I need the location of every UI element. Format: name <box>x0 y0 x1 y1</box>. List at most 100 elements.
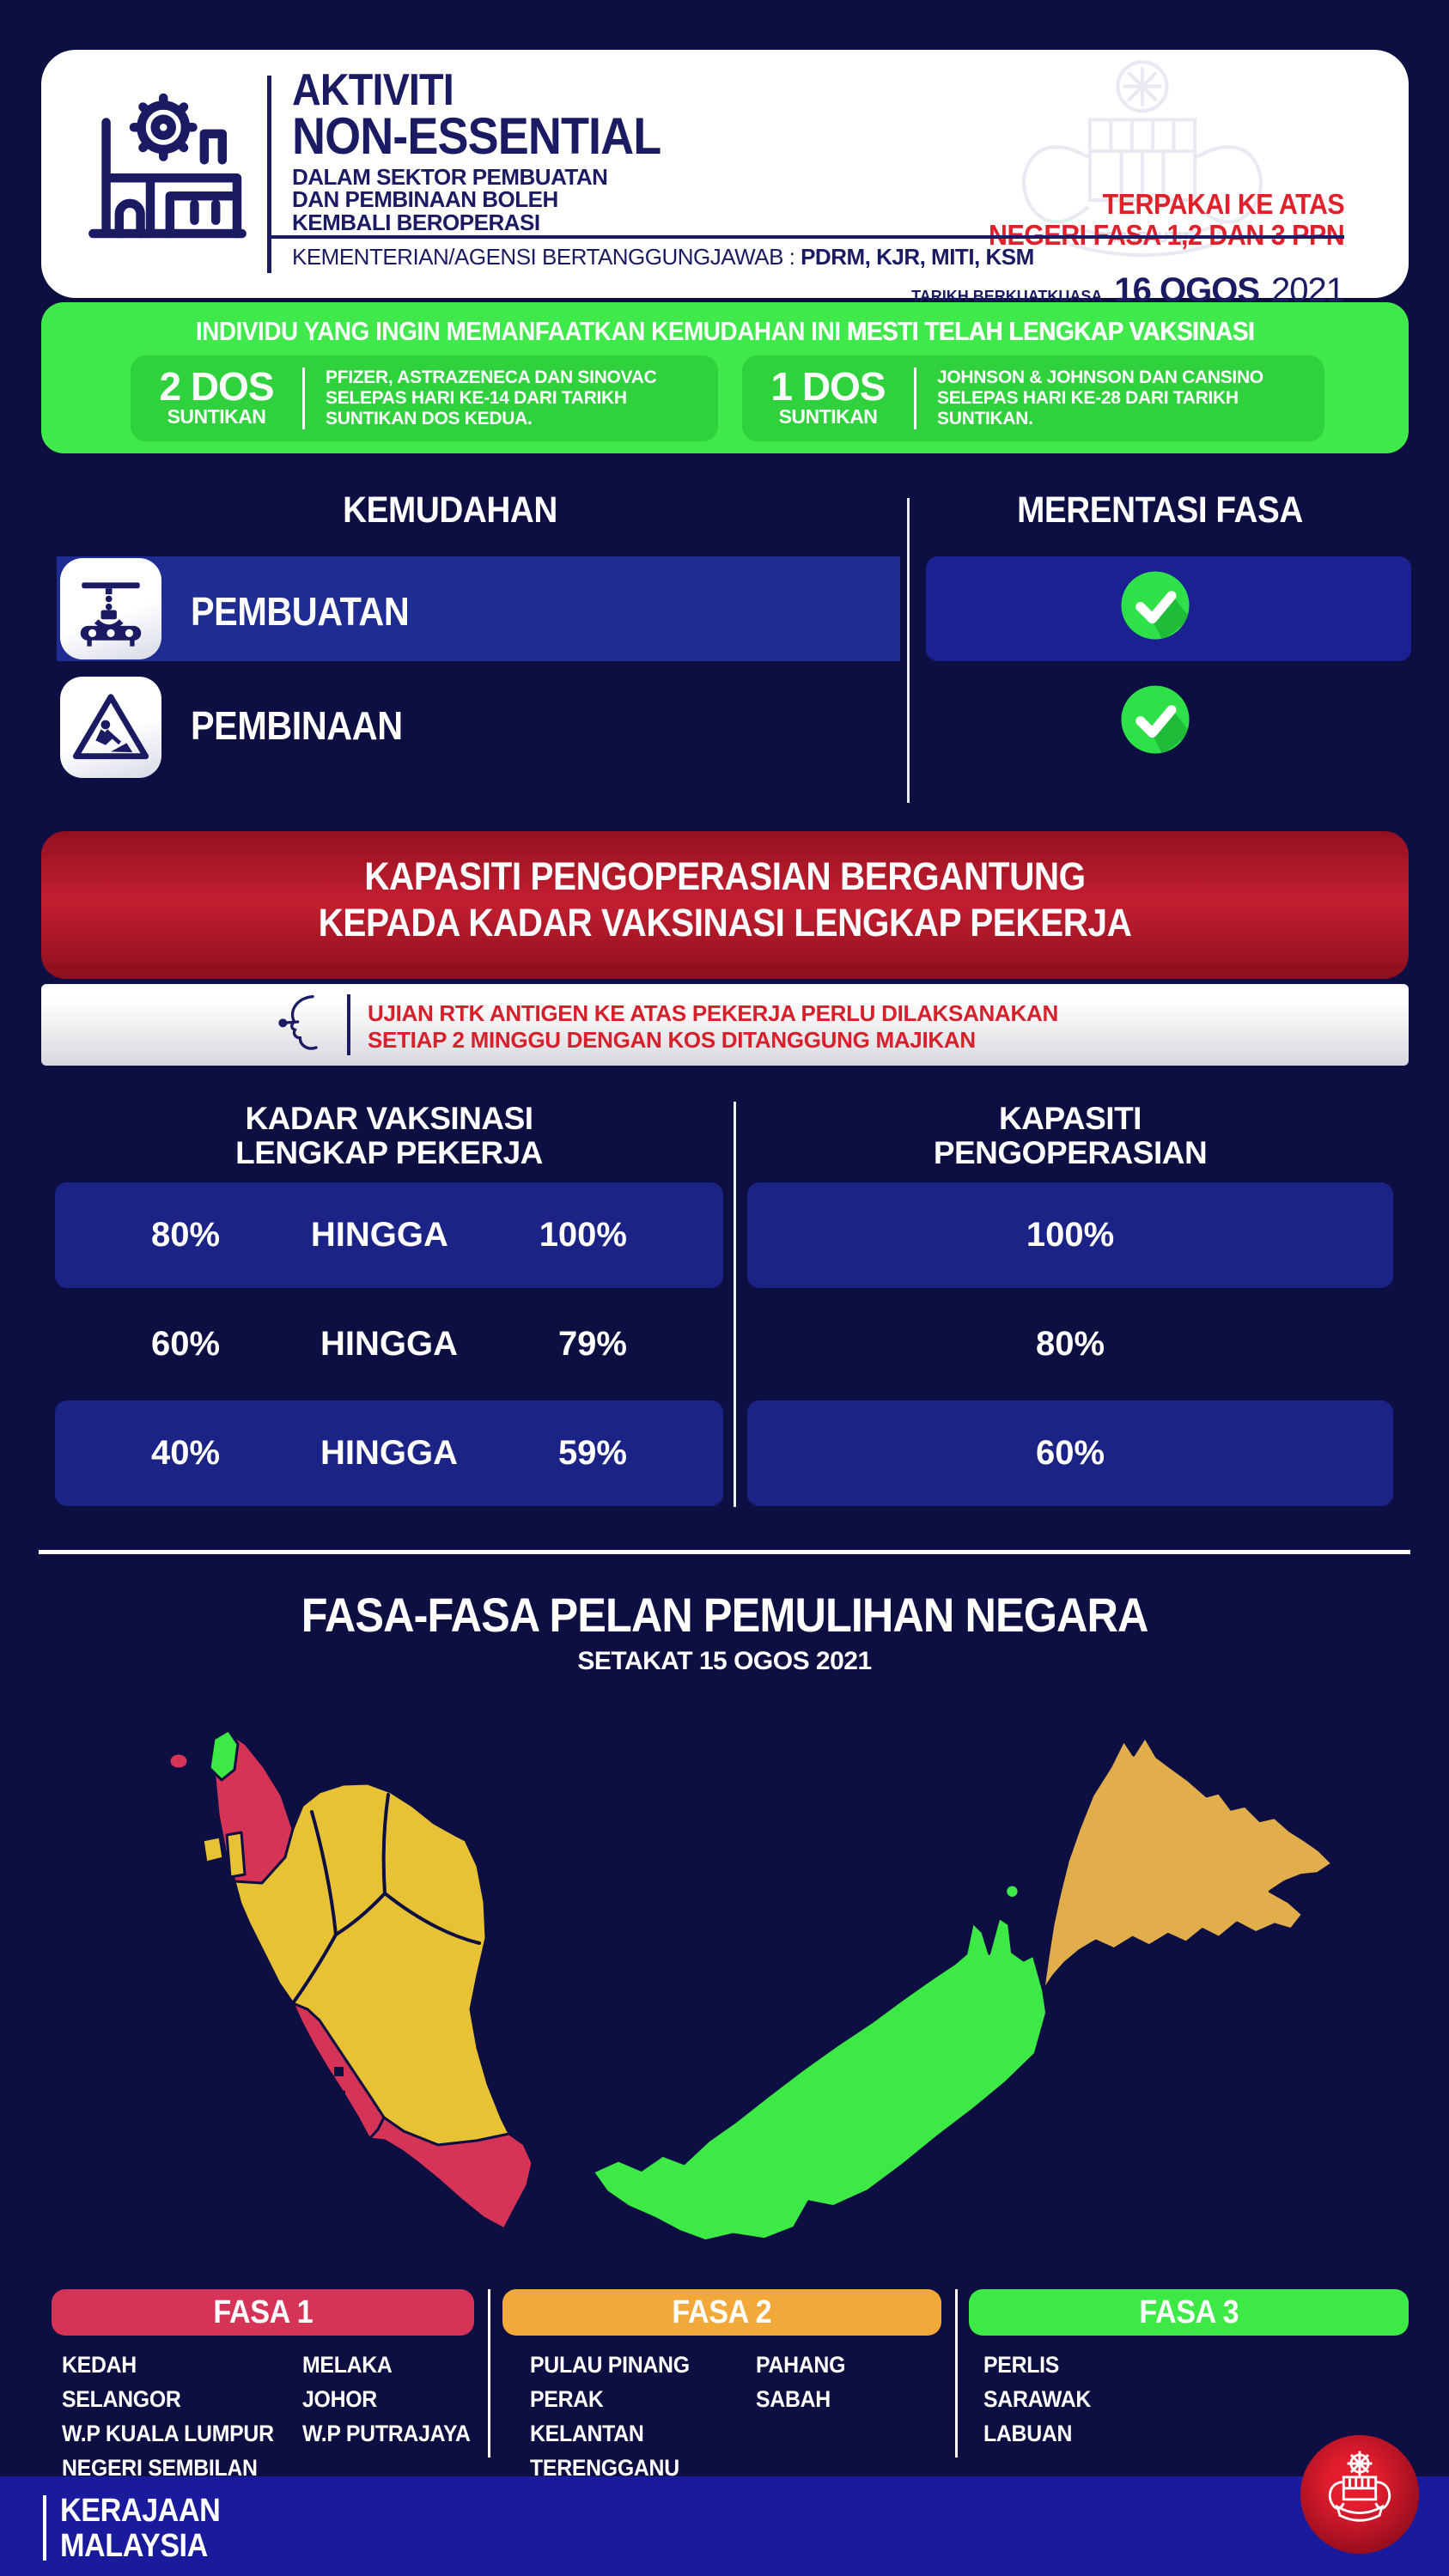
capacity-value: 100% <box>1026 1216 1115 1254</box>
facility-label: PEMBINAAN <box>191 703 403 748</box>
column-header-facility: KEMUDAHAN <box>343 489 557 531</box>
state-item: SARAWAK <box>983 2386 1092 2412</box>
legend-divider <box>488 2289 490 2458</box>
vaccination-heading-normal: INDIVIDU YANG INGIN MEMANFAATKAN KEMUDAH… <box>195 316 847 346</box>
ministry-value: PDRM, KJR, MITI, KSM <box>801 244 1034 270</box>
legend-fasa1-label: FASA 1 <box>213 2293 313 2330</box>
legend-fasa1-bar: FASA 1 <box>52 2289 474 2336</box>
page-title-line1: AKTIVITI <box>292 65 454 115</box>
facility-label: PEMBUATAN <box>191 589 410 634</box>
vaccination-banner: INDIVIDU YANG INGIN MEMANFAATKAN KEMUDAH… <box>41 302 1409 453</box>
header-card: PERSEKUTU AKTIVITI NON-ESSENTIAL DALAM S… <box>41 50 1409 309</box>
capacity-column-divider <box>734 1102 736 1507</box>
state-item: W.P KUALA LUMPUR <box>62 2421 274 2446</box>
rtk-divider <box>347 994 350 1055</box>
facility-row-highlight <box>57 556 900 661</box>
capacity-value: 60% <box>1035 1434 1105 1472</box>
operating-capacity-value: 80% <box>747 1291 1393 1397</box>
dose-count: 2 DOS SUNTIKAN <box>131 363 302 429</box>
rtk-note-bar: UJIAN RTK ANTIGEN KE ATAS PEKERJA PERLU … <box>41 984 1409 1066</box>
state-item: PERAK <box>530 2386 604 2412</box>
fasa3-states-col1: PERLIS SARAWAK LABUAN <box>983 2348 1100 2451</box>
phases-title: FASA-FASA PELAN PEMULIHAN NEGARA <box>0 1587 1449 1643</box>
rtk-line2: SETIAP 2 MINGGU DENGAN KOS DITANGGUNG MA… <box>368 1026 976 1053</box>
state-item: LABUAN <box>983 2421 1073 2446</box>
fasa1-states-col1: KEDAH SELANGOR W.P KUALA LUMPUR NEGERI S… <box>62 2348 292 2485</box>
range-from: 80% <box>151 1216 221 1254</box>
range-from: 60% <box>151 1325 221 1363</box>
effective-date-label: TARIKH BERKUATKUASA <box>911 288 1103 305</box>
map-state-johor <box>368 2116 534 2231</box>
state-item: KELANTAN <box>530 2421 644 2446</box>
phases-title-text: FASA-FASA PELAN PEMULIHAN NEGARA <box>301 1588 1149 1642</box>
dose-description: JOHNSON & JOHNSON DAN CANSINO SELEPAS HA… <box>937 368 1263 428</box>
manufacturing-icon-frame <box>60 558 161 659</box>
fasa2-states-col1: PULAU PINANG PERAK KELANTAN TERENGGANU <box>530 2348 703 2485</box>
dose-number: 1 DOS <box>770 363 886 409</box>
applies-line1: TERPAKAI KE ATAS <box>1102 188 1344 220</box>
dose-count: 1 DOS SUNTIKAN <box>742 363 914 429</box>
page-title-line2: NON-ESSENTIAL <box>292 106 661 165</box>
legend-fasa2-label: FASA 2 <box>672 2293 772 2330</box>
capacity-value: 80% <box>1035 1325 1105 1363</box>
state-item: PULAU PINANG <box>530 2352 690 2378</box>
construction-icon <box>72 694 149 760</box>
construction-icon-frame <box>60 677 161 778</box>
east-malaysia-map <box>591 1735 1334 2243</box>
map-border <box>310 1810 338 1936</box>
map-state-sabah <box>1042 1735 1334 1992</box>
fasa2-states-col2: PAHANG SABAH <box>756 2348 853 2416</box>
fasa1-states-col2: MELAKA JOHOR W.P PUTRAJAYA <box>302 2348 485 2451</box>
vaccination-heading: INDIVIDU YANG INGIN MEMANFAATKAN KEMUDAH… <box>110 316 1341 347</box>
capacity-banner: KAPASITI PENGOPERASIAN BERGANTUNG KEPADA… <box>41 831 1409 979</box>
capacity-banner-line1: KAPASITI PENGOPERASIAN BERGANTUNG <box>364 854 1086 898</box>
vaccination-rate-range: 60% HINGGA 79% <box>55 1291 723 1397</box>
header-rule <box>267 235 1344 239</box>
applies-line2: NEGERI FASA 1,2 DAN 3 PPN <box>988 218 1345 251</box>
dose-separator <box>302 368 305 429</box>
operating-capacity-value: 60% <box>747 1400 1393 1506</box>
range-to: 100% <box>539 1216 627 1254</box>
legend-fasa3-bar: FASA 3 <box>969 2289 1409 2336</box>
state-item: PAHANG <box>756 2352 846 2378</box>
dose-box-1dos: 1 DOS SUNTIKAN JOHNSON & JOHNSON DAN CAN… <box>742 355 1324 441</box>
state-item: SELANGOR <box>62 2386 181 2412</box>
state-item: W.P PUTRAJAYA <box>302 2421 471 2446</box>
range-from: 40% <box>151 1434 221 1472</box>
header-titles: AKTIVITI NON-ESSENTIAL DALAM SEKTOR PEMB… <box>292 65 702 235</box>
footer-divider <box>43 2495 46 2561</box>
map-state-pulau-pinang-mainland <box>225 1831 247 1879</box>
government-wordmark: KERAJAAN MALAYSIA <box>60 2493 238 2565</box>
manufacturing-icon <box>80 582 142 647</box>
responsible-ministry: KEMENTERIAN/AGENSI BERTANGGUNGJAWAB : PD… <box>292 244 1034 270</box>
map-state-langkawi <box>167 1752 190 1771</box>
state-item: JOHOR <box>302 2386 377 2412</box>
check-icon <box>1121 685 1190 754</box>
operating-capacity-value: 100% <box>747 1182 1393 1288</box>
check-icon <box>1121 571 1190 640</box>
dose-number: 2 DOS <box>159 363 274 409</box>
map-border <box>381 1793 390 1895</box>
map-wp-putrajaya <box>338 2091 345 2099</box>
map-state-sarawak <box>591 1916 1048 2243</box>
applies-note: TERPAKAI KE ATAS NEGERI FASA 1,2 DAN 3 P… <box>988 188 1345 251</box>
legend-fasa3-label: FASA 3 <box>1139 2293 1239 2330</box>
peninsular-malaysia-map <box>167 1728 534 2231</box>
vaccination-rate-range: 80% HINGGA 100% <box>55 1182 723 1288</box>
footer-line1: KERAJAAN <box>60 2493 221 2529</box>
dose-separator <box>914 368 916 429</box>
rtk-line1: UJIAN RTK ANTIGEN KE ATAS PEKERJA PERLU … <box>368 1000 1058 1026</box>
map-border <box>334 1892 387 1936</box>
range-conjunction: HINGGA <box>320 1434 458 1472</box>
capacity-banner-line2: KEPADA KADAR VAKSINASI LENGKAP PEKERJA <box>318 901 1132 945</box>
footer-line2: MALAYSIA <box>60 2528 208 2565</box>
dose-unit: SUNTIKAN <box>167 405 266 428</box>
phases-subtitle: SETAKAT 15 OGOS 2021 <box>577 1647 872 1675</box>
dose-unit: SUNTIKAN <box>778 405 878 428</box>
page-subtitle: DALAM SEKTOR PEMBUATAN DAN PEMBINAAN BOL… <box>292 163 608 235</box>
map-border <box>291 1933 338 2005</box>
range-conjunction: HINGGA <box>310 1216 448 1254</box>
dose-description: PFIZER, ASTRAZENECA DAN SINOVAC SELEPAS … <box>326 368 657 428</box>
government-emblem-icon <box>1300 2434 1420 2555</box>
